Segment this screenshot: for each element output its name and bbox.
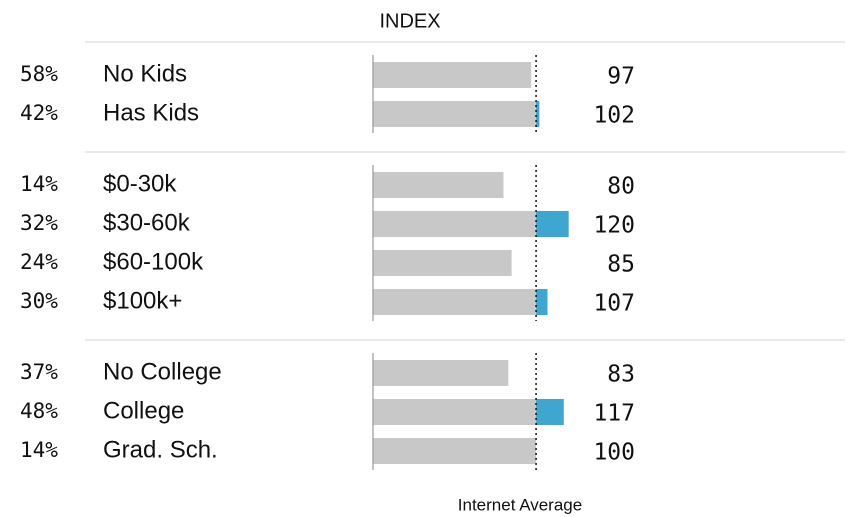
value-label: 120	[593, 213, 635, 239]
bar-above-average	[536, 289, 548, 315]
bar	[373, 289, 537, 315]
value-label: 97	[607, 64, 635, 90]
value-label: 102	[593, 103, 635, 129]
category-label: $100k+	[103, 287, 182, 314]
bar	[373, 399, 537, 425]
category-label: No Kids	[103, 60, 187, 87]
bar-above-average	[536, 101, 540, 127]
category-label: $30-60k	[103, 209, 191, 236]
category-label: Grad. Sch.	[103, 436, 218, 463]
share-label: 24%	[20, 250, 58, 274]
bar	[373, 360, 509, 386]
bar	[373, 211, 537, 237]
bar	[373, 438, 537, 464]
share-label: 32%	[20, 211, 58, 235]
category-label: $0-30k	[103, 170, 177, 197]
bar	[373, 172, 504, 198]
share-label: 14%	[20, 438, 58, 462]
bar-above-average	[536, 399, 564, 425]
category-label: College	[103, 397, 184, 424]
bar	[373, 250, 512, 276]
category-label: $60-100k	[103, 248, 204, 275]
value-label: 80	[607, 174, 635, 200]
share-label: 42%	[20, 101, 58, 125]
value-label: 100	[593, 440, 635, 466]
bar	[373, 62, 532, 88]
share-label: 30%	[20, 289, 58, 313]
share-label: 37%	[20, 360, 58, 384]
chart-title: INDEX	[379, 10, 440, 32]
category-label: Has Kids	[103, 99, 199, 126]
share-label: 58%	[20, 62, 58, 86]
bar	[373, 101, 537, 127]
value-label: 83	[607, 362, 635, 388]
category-label: No College	[103, 358, 222, 385]
share-label: 48%	[20, 399, 58, 423]
value-label: 85	[607, 252, 635, 278]
value-label: 107	[593, 291, 635, 317]
share-label: 14%	[20, 172, 58, 196]
bar-above-average	[536, 211, 569, 237]
value-label: 117	[593, 401, 635, 427]
reference-label: Internet Average	[458, 495, 582, 514]
